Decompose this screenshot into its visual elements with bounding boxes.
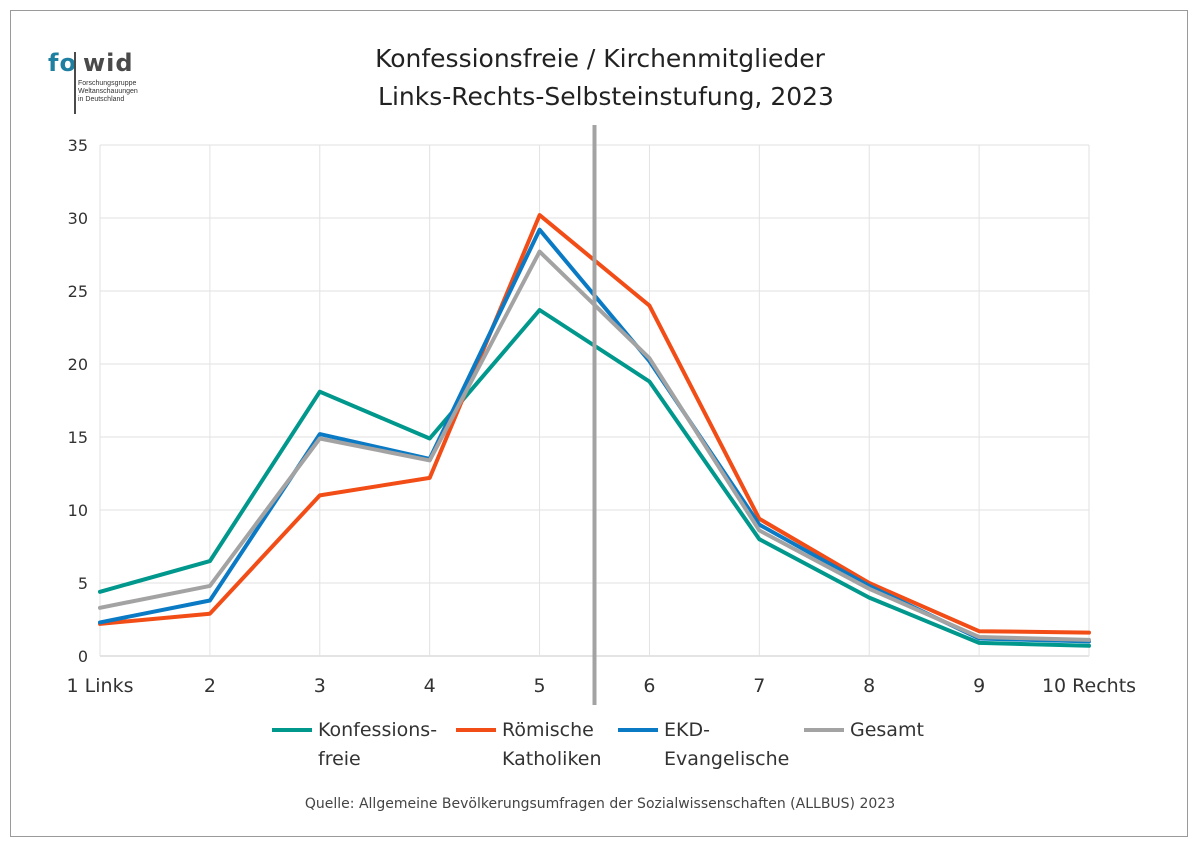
x-tick-label: 9 xyxy=(973,675,985,697)
legend-swatch xyxy=(618,728,658,732)
x-tick-label: 10 Rechts xyxy=(1042,675,1136,697)
legend-label: Römische Katholiken xyxy=(502,719,602,770)
x-tick-label: 3 xyxy=(314,675,326,697)
chart-legend: Konfessions-freie Römische Katholiken EKD… xyxy=(272,716,972,776)
fowid-logo: fo wid Forschungsgruppe Weltanschauungen … xyxy=(48,48,148,120)
y-tick-label: 35 xyxy=(68,136,88,155)
y-tick-label: 10 xyxy=(68,501,88,520)
x-tick-label: 6 xyxy=(643,675,655,697)
y-tick-label: 25 xyxy=(68,282,88,301)
y-tick-label: 30 xyxy=(68,209,88,228)
logo-subtitle-line: Forschungsgruppe xyxy=(78,80,137,87)
chart-frame xyxy=(10,10,1188,837)
x-tick-label: 2 xyxy=(204,675,216,697)
y-tick-label: 5 xyxy=(78,574,88,593)
logo-subtitle-line: in Deutschland xyxy=(78,96,125,103)
legend-label: Gesamt xyxy=(850,719,924,741)
x-tick-label: 4 xyxy=(424,675,436,697)
logo-subtitle-line: Weltanschauungen xyxy=(78,88,138,95)
legend-label: Konfessions-freie xyxy=(318,719,438,770)
logo-prefix: fo xyxy=(48,49,77,77)
x-tick-label: 5 xyxy=(534,675,546,697)
legend-swatch xyxy=(804,728,844,732)
legend-swatch xyxy=(272,728,312,732)
x-tick-label: 7 xyxy=(753,675,765,697)
legend-swatch xyxy=(456,728,496,732)
chart-title-line2: Links-Rechts-Selbsteinstufung, 2023 xyxy=(378,82,834,111)
logo-suffix: wid xyxy=(82,49,134,77)
chart-title-line1: Konfessionsfreie / Kirchenmitglieder xyxy=(375,44,825,73)
y-tick-label: 15 xyxy=(68,428,88,447)
y-tick-label: 20 xyxy=(68,355,88,374)
x-tick-label: 8 xyxy=(863,675,875,697)
source-note: Quelle: Allgemeine Bevölkerungsumfragen … xyxy=(304,796,896,812)
legend-label: EKD- Evangelische xyxy=(664,719,790,770)
y-tick-label: 0 xyxy=(78,647,88,666)
logo-subtitle: Forschungsgruppe Weltanschauungen in Deu… xyxy=(78,80,168,104)
x-tick-label: 1 Links xyxy=(67,675,134,697)
logo-divider xyxy=(74,52,76,114)
logo-wordmark: fo wid xyxy=(48,48,134,78)
